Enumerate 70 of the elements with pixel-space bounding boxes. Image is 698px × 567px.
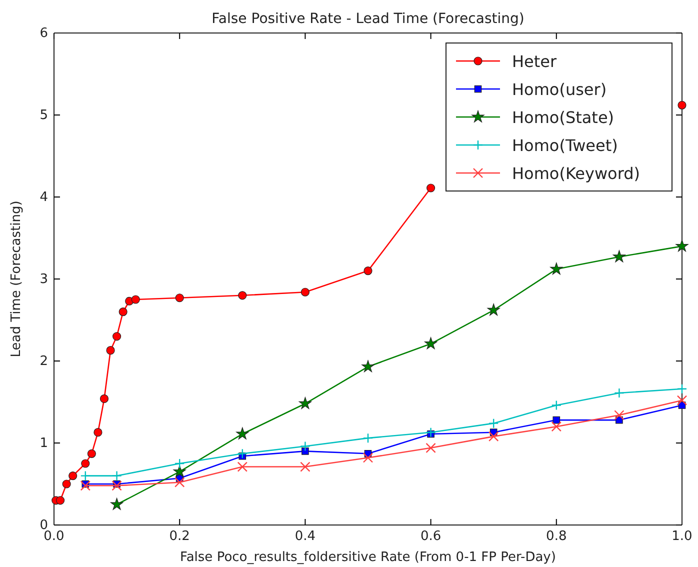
y-tick-label: 6 [40, 26, 48, 42]
point [362, 360, 374, 372]
point [175, 294, 184, 302]
x-tick-label: 0.8 [546, 529, 567, 544]
y-tick-label: 2 [40, 354, 48, 370]
point [118, 308, 128, 316]
point [112, 332, 122, 341]
point [94, 428, 102, 437]
x-axis-title: False Poco_results_foldersitive Rate (From 0-1 FP Per-Day) [180, 550, 556, 565]
point [131, 295, 140, 304]
point [678, 100, 686, 110]
x-tick-label: 0.4 [294, 529, 316, 544]
point [362, 432, 374, 444]
point [300, 462, 310, 472]
point [174, 458, 185, 469]
legend-label: Homo(Tweet) [512, 136, 618, 155]
point [62, 480, 71, 488]
point [676, 240, 688, 252]
point [110, 498, 124, 510]
legend-label: Homo(user) [512, 80, 607, 99]
point [676, 384, 688, 394]
point [614, 388, 624, 398]
x-tick-label: 0.6 [420, 529, 442, 544]
point [112, 470, 122, 481]
point [87, 449, 96, 458]
point [298, 397, 312, 410]
point [236, 427, 249, 440]
point [424, 337, 438, 350]
x-tick-label: 1.0 [672, 529, 692, 544]
point [426, 427, 436, 438]
y-tick-label: 5 [40, 108, 48, 124]
point [487, 304, 500, 316]
point [68, 472, 78, 480]
point [364, 266, 372, 276]
legend-label: Heter [512, 52, 557, 71]
point [426, 442, 436, 454]
point [238, 291, 247, 300]
point [80, 480, 90, 491]
point [426, 184, 436, 192]
point [488, 418, 499, 428]
point [81, 459, 90, 468]
point [56, 496, 65, 505]
point [676, 395, 688, 406]
point [237, 448, 248, 459]
point [551, 422, 562, 432]
point [551, 400, 562, 410]
y-tick-label: 3 [40, 272, 48, 288]
legend-label: Homo(Keyword) [512, 164, 640, 183]
y-tick-label: 1 [40, 436, 48, 452]
y-axis-title: Lead Time (Forecasting) [9, 200, 24, 358]
point [173, 465, 186, 478]
chart-title: False Positive Rate - Lead Time (Forecasting) [212, 11, 524, 27]
point [300, 288, 310, 296]
point [237, 462, 248, 472]
point [550, 262, 563, 275]
point [488, 431, 499, 442]
point [362, 452, 374, 463]
y-tick-label: 4 [40, 190, 48, 206]
point [300, 441, 310, 452]
legend-label: Homo(State) [512, 108, 614, 127]
point [112, 480, 122, 491]
point [174, 477, 185, 488]
point [106, 346, 115, 355]
point [552, 416, 560, 424]
point [100, 394, 109, 403]
x-tick-label: 0.2 [169, 529, 190, 544]
x-tick-label: 0.0 [44, 529, 64, 544]
point [614, 410, 624, 420]
point [80, 470, 90, 481]
point [612, 250, 626, 262]
